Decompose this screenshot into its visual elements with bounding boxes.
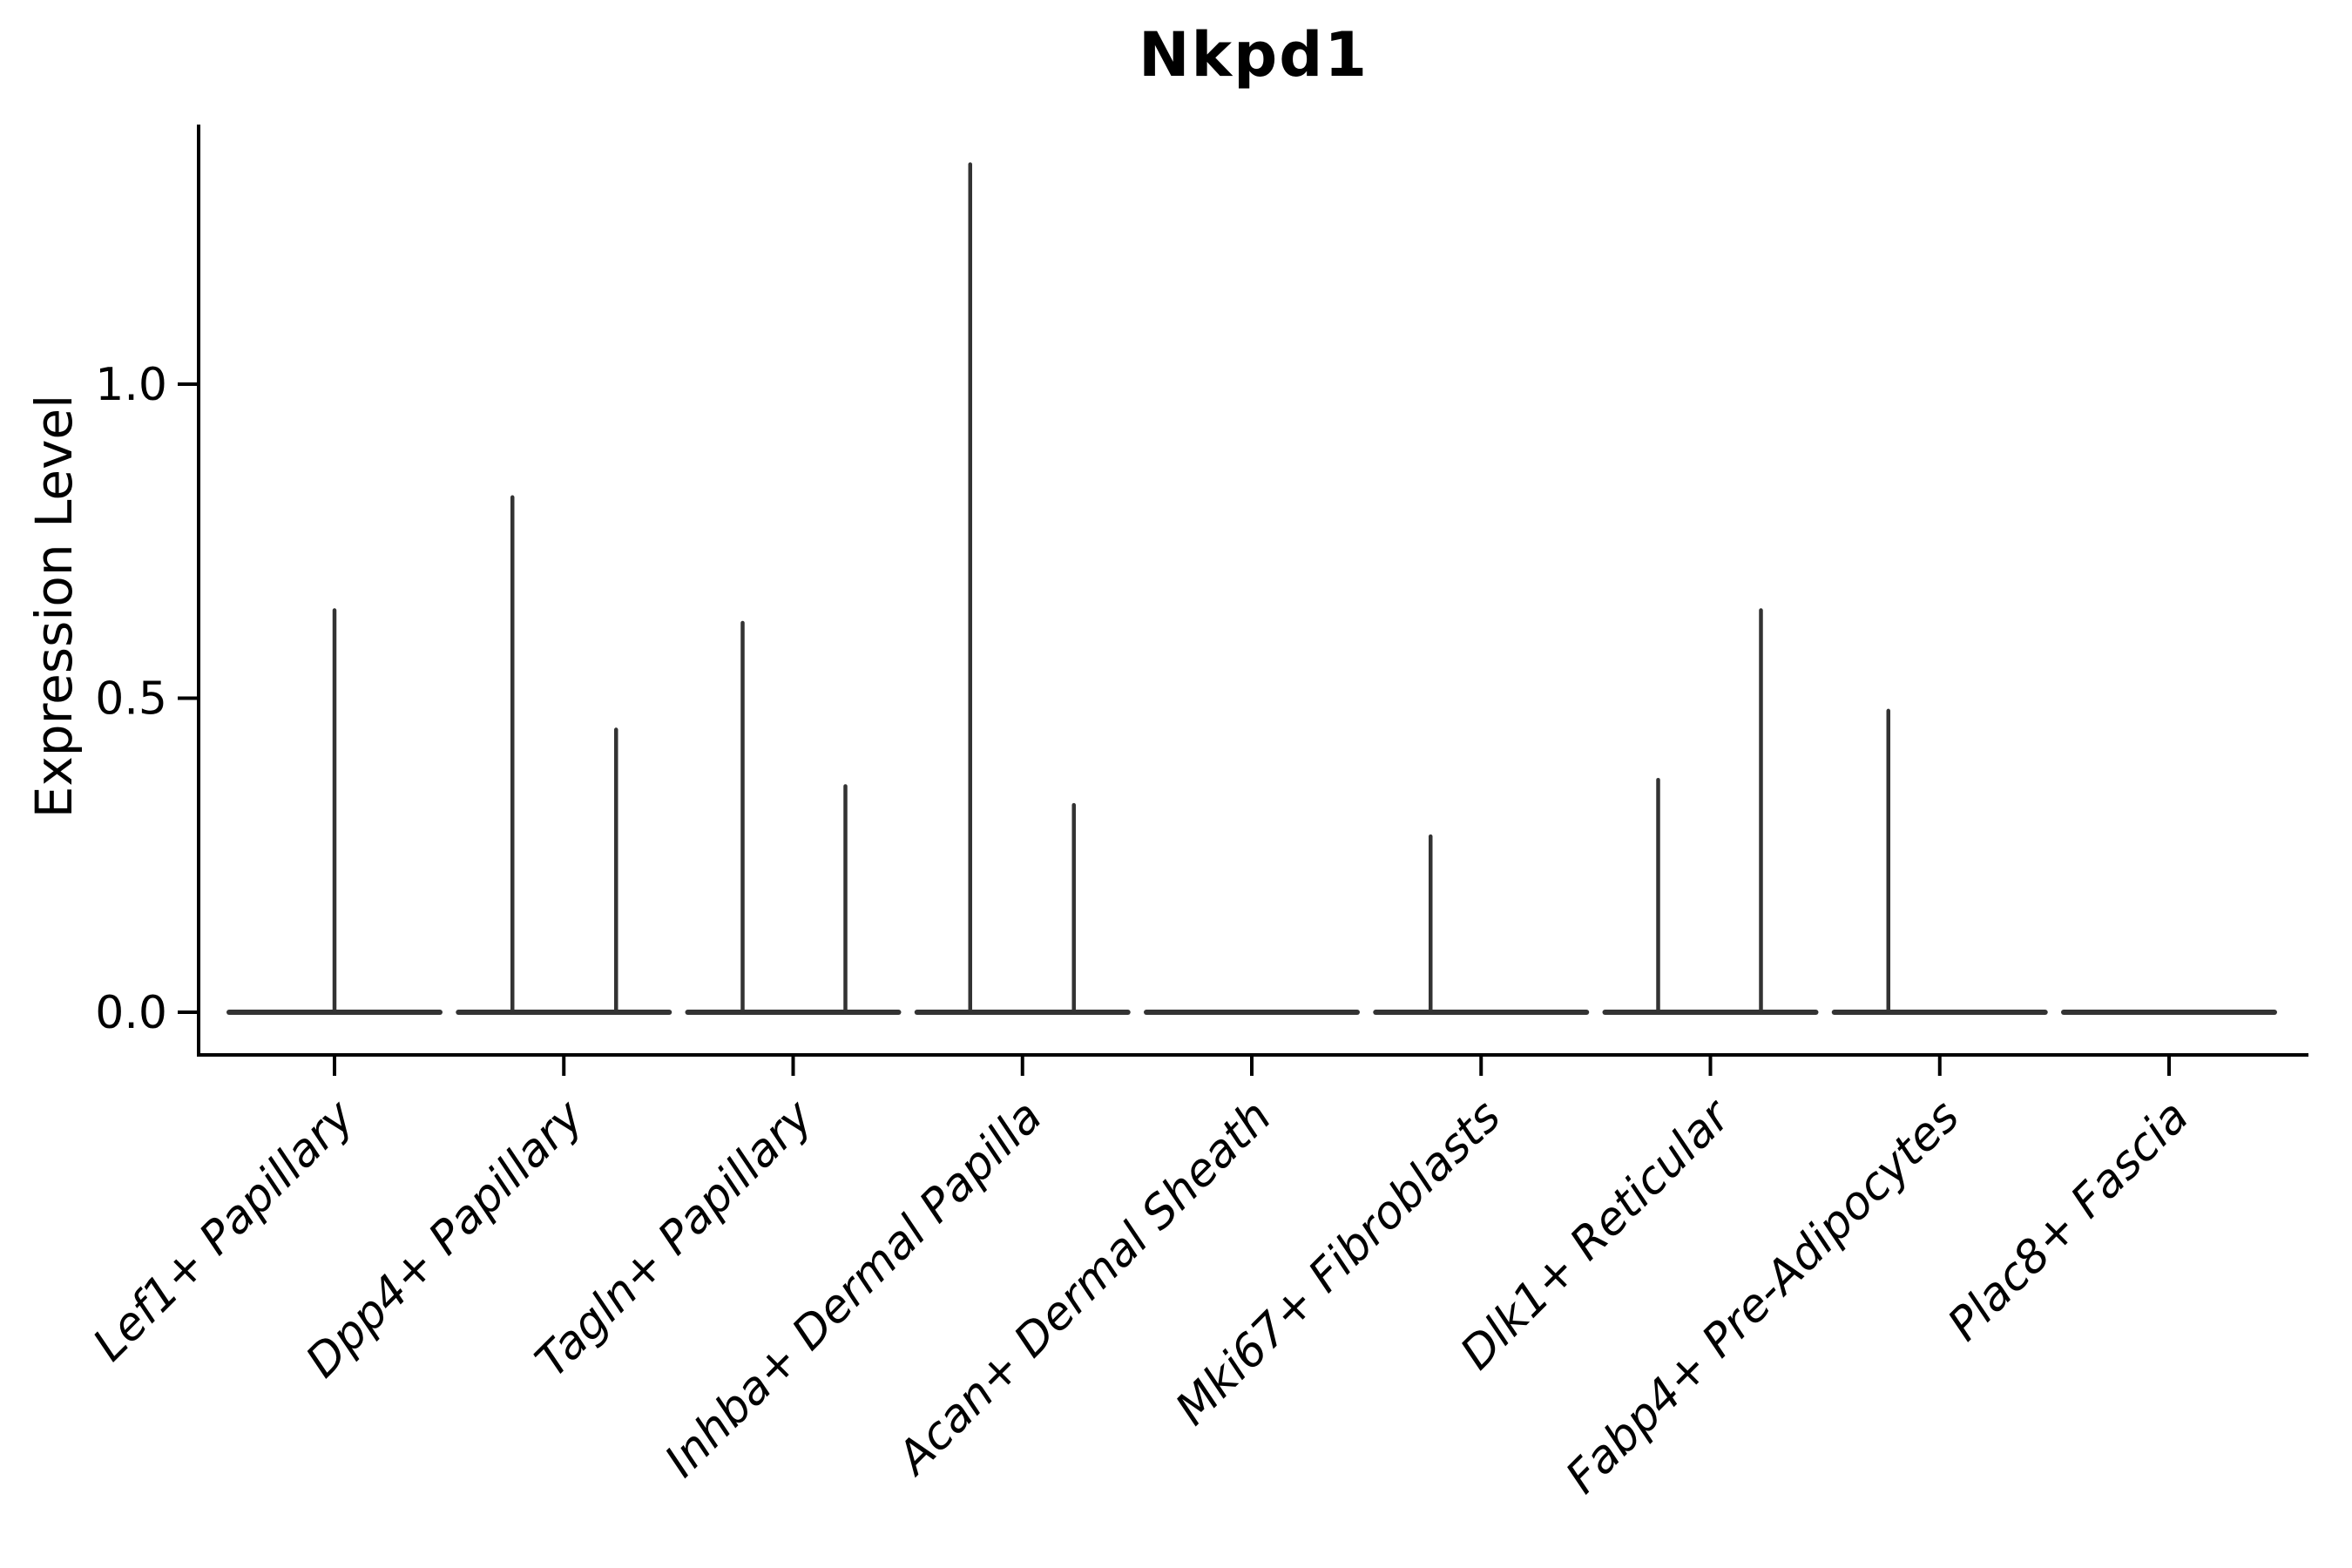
x-tick-label: Plac8+ Fascia: [1938, 1091, 2199, 1351]
y-tick-label: 1.0: [95, 359, 167, 411]
x-tick-label: Inhba+ Dermal Papilla: [655, 1091, 1052, 1488]
y-tick-label: 0.5: [95, 673, 167, 726]
y-tick-label: 0.0: [95, 987, 167, 1039]
y-axis-label: Expression Level: [24, 394, 84, 819]
x-tick-label: Acan+ Dermal Sheath: [886, 1091, 1281, 1486]
plot-title: Nkpd1: [1138, 19, 1369, 91]
x-tick-label: Fabp4+ Pre-Adipocytes: [1556, 1091, 1970, 1504]
